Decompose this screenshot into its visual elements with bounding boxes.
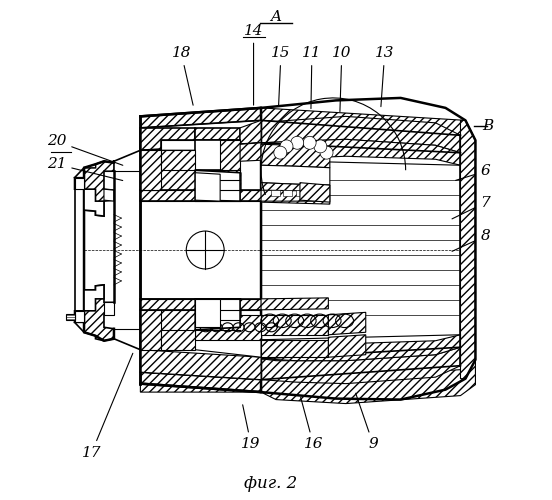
Polygon shape <box>75 178 84 189</box>
Polygon shape <box>75 285 104 323</box>
Polygon shape <box>195 299 220 328</box>
Polygon shape <box>84 161 114 216</box>
Polygon shape <box>261 347 460 384</box>
Polygon shape <box>140 310 161 350</box>
Text: 6: 6 <box>455 164 490 180</box>
Polygon shape <box>261 360 475 404</box>
Polygon shape <box>220 140 240 172</box>
Circle shape <box>274 146 287 159</box>
Polygon shape <box>261 165 330 185</box>
Polygon shape <box>75 178 104 216</box>
Polygon shape <box>104 189 114 201</box>
Polygon shape <box>261 140 460 165</box>
Circle shape <box>314 140 327 153</box>
Text: 19: 19 <box>241 405 261 452</box>
Polygon shape <box>261 182 330 204</box>
Text: фиг. 2: фиг. 2 <box>245 475 298 492</box>
Text: 16: 16 <box>301 398 323 452</box>
Text: B: B <box>482 120 493 134</box>
Polygon shape <box>460 120 475 378</box>
Text: 11: 11 <box>302 46 322 108</box>
Polygon shape <box>140 330 261 357</box>
Polygon shape <box>66 314 75 320</box>
Circle shape <box>303 136 316 149</box>
Polygon shape <box>140 128 195 150</box>
Polygon shape <box>261 315 328 335</box>
Polygon shape <box>195 315 261 340</box>
Polygon shape <box>271 190 280 196</box>
Polygon shape <box>195 140 240 170</box>
Text: A: A <box>270 10 282 24</box>
Polygon shape <box>328 335 366 357</box>
Polygon shape <box>328 312 366 335</box>
Text: 14: 14 <box>244 24 263 105</box>
Polygon shape <box>104 302 114 315</box>
Polygon shape <box>140 372 261 392</box>
Circle shape <box>291 136 304 149</box>
Polygon shape <box>140 150 241 201</box>
Polygon shape <box>195 172 220 201</box>
Text: 18: 18 <box>172 46 193 105</box>
Polygon shape <box>161 140 195 150</box>
Circle shape <box>280 140 293 153</box>
Polygon shape <box>240 120 261 144</box>
Polygon shape <box>261 335 460 360</box>
Polygon shape <box>261 108 475 160</box>
Polygon shape <box>284 190 293 196</box>
Polygon shape <box>261 298 328 310</box>
Polygon shape <box>140 190 261 201</box>
Polygon shape <box>140 299 261 310</box>
Text: 9: 9 <box>355 393 378 452</box>
Circle shape <box>320 146 333 159</box>
Polygon shape <box>261 144 330 168</box>
Text: 17: 17 <box>82 354 133 460</box>
Text: 13: 13 <box>375 46 395 106</box>
Text: 8: 8 <box>452 229 490 252</box>
Polygon shape <box>261 116 460 153</box>
Polygon shape <box>140 299 241 350</box>
Polygon shape <box>300 182 330 202</box>
Text: 15: 15 <box>271 46 291 105</box>
Polygon shape <box>75 311 84 322</box>
Polygon shape <box>84 285 114 341</box>
Text: 7: 7 <box>452 196 490 219</box>
Polygon shape <box>161 330 195 349</box>
Polygon shape <box>195 170 240 201</box>
Polygon shape <box>140 150 161 190</box>
Polygon shape <box>261 340 328 357</box>
Polygon shape <box>140 350 261 380</box>
Polygon shape <box>84 164 95 168</box>
Polygon shape <box>240 143 261 161</box>
Text: 21: 21 <box>47 157 123 180</box>
Polygon shape <box>296 190 305 196</box>
Polygon shape <box>140 108 261 128</box>
Polygon shape <box>195 299 240 330</box>
Text: 20: 20 <box>47 134 123 166</box>
Polygon shape <box>161 150 195 170</box>
Polygon shape <box>309 190 317 196</box>
Text: 10: 10 <box>332 46 352 112</box>
Polygon shape <box>195 128 240 140</box>
Polygon shape <box>261 190 328 201</box>
